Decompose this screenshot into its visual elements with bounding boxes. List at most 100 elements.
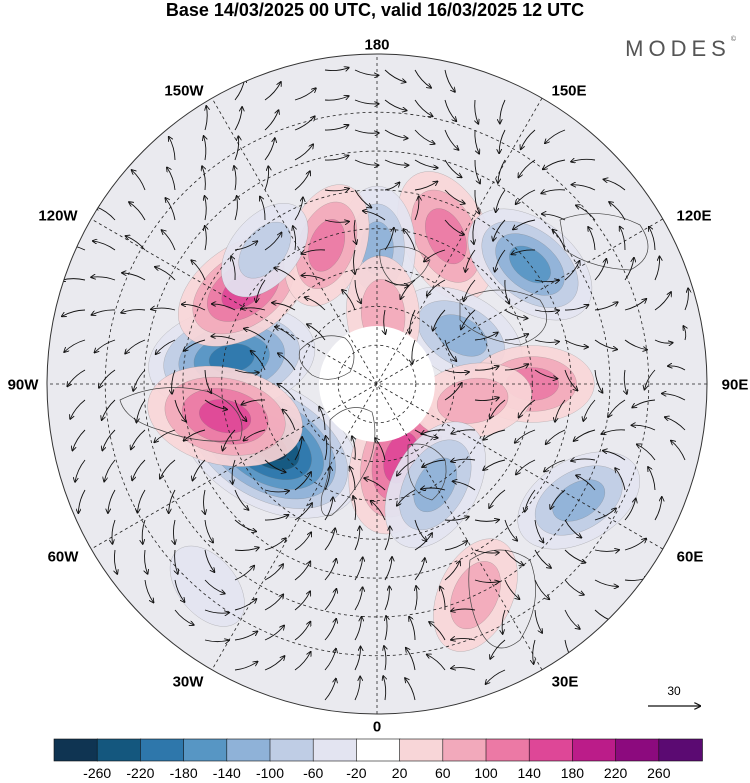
wind-arrow xyxy=(564,369,577,390)
wind-arrow xyxy=(354,557,363,581)
wind-arrow xyxy=(440,587,446,611)
wind-arrow xyxy=(102,399,116,420)
colorbar-tick-label: -60 xyxy=(303,765,324,781)
wind-arrow xyxy=(637,444,656,461)
wind-arrow xyxy=(604,179,626,191)
wind-arrow xyxy=(353,496,356,521)
colorbar-tick-label: 20 xyxy=(391,765,408,781)
wind-arrow xyxy=(412,339,416,364)
wind-arrow xyxy=(541,190,566,194)
lon-label-180: 180 xyxy=(364,36,390,54)
wind-arrow xyxy=(519,399,536,418)
lon-label-60e: 60E xyxy=(676,548,704,566)
wind-arrow xyxy=(414,181,437,191)
wind-arrow xyxy=(294,503,312,521)
wind-arrow xyxy=(67,369,86,386)
wind-arrow xyxy=(174,399,186,421)
wind-arrow xyxy=(384,129,408,138)
lon-label-30w: 30W xyxy=(172,673,204,691)
wind-arrow xyxy=(154,429,176,442)
wind-arrow xyxy=(594,259,606,281)
wind-arrow xyxy=(204,519,213,543)
wind-arrow xyxy=(174,579,185,602)
wind-arrow xyxy=(444,219,464,235)
wind-arrow xyxy=(354,99,379,104)
wind-arrow xyxy=(543,159,566,169)
wind-arrow xyxy=(545,129,566,143)
wind-arrow xyxy=(324,497,333,521)
wind-arrow xyxy=(354,249,356,274)
wind-arrow xyxy=(500,99,506,123)
wind-arrow xyxy=(204,399,227,409)
wind-arrow xyxy=(414,99,433,116)
wind-arrow xyxy=(264,515,288,521)
wind-arrow xyxy=(93,241,116,251)
wind-arrow xyxy=(576,475,596,491)
wind-arrow xyxy=(354,129,379,133)
colorbar-swatch xyxy=(269,738,315,762)
wind-arrow xyxy=(174,609,194,625)
wind-arrow xyxy=(191,260,206,281)
wind-arrow xyxy=(474,520,499,522)
wind-arrow xyxy=(294,622,310,641)
wind-arrow xyxy=(654,292,671,311)
wind-arrow xyxy=(564,339,588,347)
wind-arrow xyxy=(550,489,566,509)
wind-arrow xyxy=(632,399,656,408)
wind-arrow xyxy=(205,106,207,131)
anomaly-center xyxy=(413,362,533,440)
wind-arrow xyxy=(601,429,626,434)
wind-arrow xyxy=(572,185,596,191)
colorbar-tick-label: 60 xyxy=(435,765,451,781)
wind-arrow xyxy=(464,279,476,301)
wind-arrow xyxy=(354,587,363,611)
wind-arrow xyxy=(533,639,535,664)
wind-arrow xyxy=(264,490,289,492)
wind-arrow xyxy=(444,69,455,92)
wind-arrow xyxy=(504,579,519,599)
wind-arrow xyxy=(294,652,311,671)
wind-arrow xyxy=(211,336,236,341)
wind-arrow xyxy=(294,197,303,221)
anomaly-center xyxy=(169,545,245,627)
wind-arrow xyxy=(534,579,549,599)
wind-arrow xyxy=(324,679,336,701)
wind-arrow xyxy=(234,241,257,251)
wind-arrow xyxy=(451,459,476,461)
brand-text: MODES xyxy=(625,36,731,61)
wind-arrow xyxy=(502,609,506,634)
wind-arrow xyxy=(352,436,355,461)
wind-arrow xyxy=(354,69,378,75)
wind-arrow xyxy=(542,214,566,221)
wind-arrow xyxy=(264,538,286,551)
wind-arrow xyxy=(125,339,146,354)
wind-arrow xyxy=(294,88,316,101)
colorbar-swatch xyxy=(528,738,574,762)
wind-arrow xyxy=(102,429,116,450)
wind-arrow xyxy=(235,196,237,221)
wind-arrow xyxy=(594,369,603,393)
wind-arrow xyxy=(354,526,360,551)
wind-arrow xyxy=(421,488,446,490)
wind-arrow xyxy=(665,417,686,431)
wind-arrow xyxy=(624,539,646,551)
wind-arrow xyxy=(371,501,386,521)
wind-arrow xyxy=(91,277,116,281)
wind-arrow xyxy=(511,249,536,254)
wind-arrow xyxy=(544,459,566,472)
wind-arrow xyxy=(594,579,618,587)
colorbar-tick-label: -140 xyxy=(212,765,241,781)
wind-arrow xyxy=(594,339,617,349)
wind-arrow xyxy=(205,196,207,221)
wind-arrow xyxy=(142,519,146,544)
wind-arrow xyxy=(564,549,585,563)
wind-arrow xyxy=(474,159,480,183)
wind-arrow xyxy=(212,304,236,311)
wind-arrow xyxy=(397,459,416,476)
wind-arrow xyxy=(132,459,146,480)
wind-arrow xyxy=(241,399,266,405)
colorbar xyxy=(53,738,703,762)
lon-label-120w: 120W xyxy=(38,207,78,225)
wind-arrow xyxy=(414,196,419,221)
wind-arrow xyxy=(108,489,116,513)
